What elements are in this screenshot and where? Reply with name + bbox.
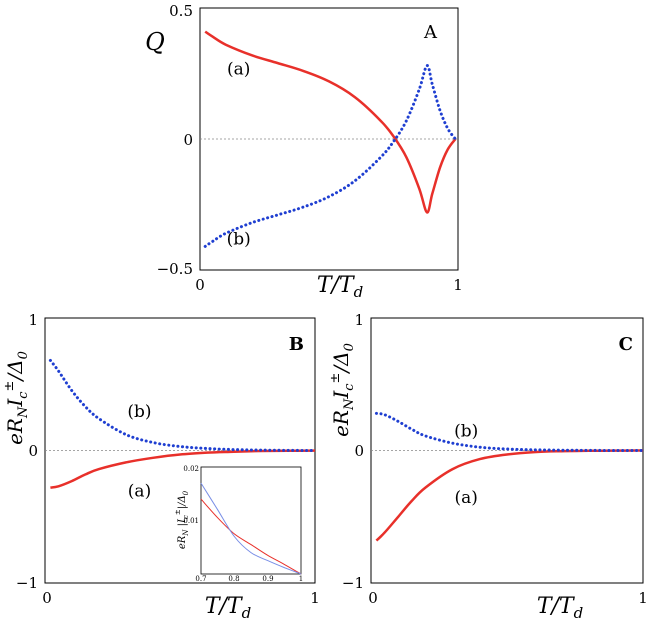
panel-a-curve-label-0: (a) bbox=[227, 59, 250, 79]
panel-b-xtick-left: 0 bbox=[42, 589, 52, 607]
panel-a-xlabel: T/Td bbox=[317, 273, 363, 301]
panel-b-xlabel: T/Td bbox=[205, 594, 251, 622]
panel-c-curve-label-1: (a) bbox=[454, 488, 477, 508]
inset-frame bbox=[200, 466, 302, 575]
panel-a-letter: A bbox=[423, 22, 438, 43]
panel-b-ytick-mid: 0 bbox=[28, 442, 38, 460]
panel-b-series-b bbox=[48, 358, 317, 452]
panel-c-ytick-top: 1 bbox=[354, 311, 364, 329]
panel-c-series-b bbox=[374, 411, 645, 453]
panel-c-ytick-bottom: −1 bbox=[342, 574, 364, 592]
panel-a-curve-label-1: (b) bbox=[227, 230, 251, 250]
panel-a-xtick-right: 1 bbox=[453, 276, 463, 294]
panel-a-ytick-bottom: −0.5 bbox=[157, 260, 193, 278]
inset-xtick-0: 0.7 bbox=[195, 575, 206, 583]
panel-c-xtick-left: 0 bbox=[368, 589, 378, 607]
panel-c: (b) (a) C eRNIc±/Δ0 1 0 −1 0 1 T/Td bbox=[328, 311, 648, 622]
panel-b-xtick-right: 1 bbox=[310, 589, 320, 607]
panel-b-curve-label-1: (a) bbox=[128, 481, 151, 501]
panel-c-curve-label-0: (b) bbox=[454, 422, 478, 442]
inset-ytick-top: 0.02 bbox=[183, 465, 199, 473]
panel-b-letter: B bbox=[289, 334, 304, 355]
inset-ytick-mid: 0.01 bbox=[183, 517, 199, 525]
panel-b: (b) (a) B eRNIc±/Δ0 1 0 −1 0 1 T/Td 0.02 … bbox=[2, 311, 320, 622]
panel-a-ylabel: Q bbox=[145, 28, 165, 56]
panel-a-series-b bbox=[203, 64, 457, 248]
panel-c-xtick-right: 1 bbox=[638, 589, 648, 607]
panel-c-series-a bbox=[375, 449, 644, 542]
panel-b-curve-label-0: (b) bbox=[127, 402, 151, 422]
inset-xtick-3: 1 bbox=[299, 575, 303, 583]
inset-xtick-1: 0.8 bbox=[228, 575, 239, 583]
panel-b-ylabel: eRNIc±/Δ0 bbox=[2, 351, 31, 445]
panel-a-xtick-left: 0 bbox=[195, 276, 205, 294]
inset-series-red bbox=[200, 498, 302, 575]
panel-a-series-a bbox=[204, 30, 457, 214]
inset-xtick-2: 0.9 bbox=[262, 575, 273, 583]
panel-a-ytick-mid: 0 bbox=[183, 131, 193, 149]
panel-b-ytick-bottom: −1 bbox=[16, 574, 38, 592]
panel-c-ytick-mid: 0 bbox=[354, 442, 364, 460]
panel-c-letter: C bbox=[619, 334, 633, 355]
panel-b-inset: 0.02 0.01 0.7 0.8 0.9 1 eRN |Ic±|/Δ0 bbox=[174, 465, 303, 583]
panel-a: (a) (b) A Q 0.5 0 −0.5 0 1 T/Td bbox=[145, 2, 463, 301]
panel-b-ytick-top: 1 bbox=[28, 311, 38, 329]
inset-ylabel: eRN |Ic±|/Δ0 bbox=[174, 490, 190, 549]
panel-a-ytick-top: 0.5 bbox=[169, 2, 193, 20]
inset-series-blue bbox=[200, 482, 302, 575]
panel-c-ylabel: eRNIc±/Δ0 bbox=[328, 343, 357, 437]
panel-c-xlabel: T/Td bbox=[537, 594, 583, 622]
